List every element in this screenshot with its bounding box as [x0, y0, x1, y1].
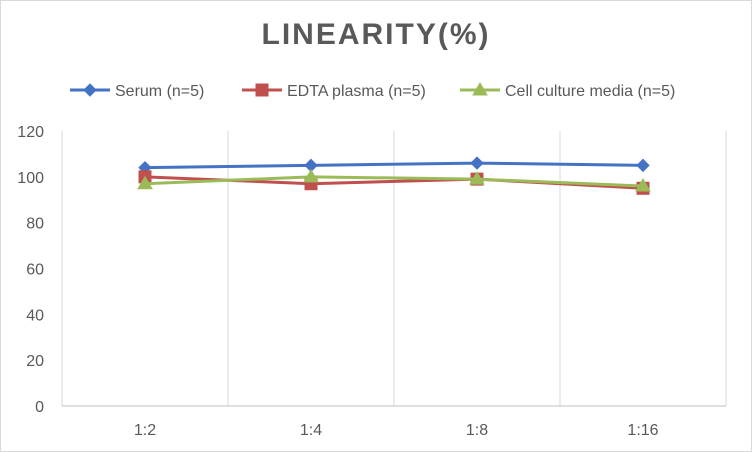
data-point — [137, 175, 153, 190]
y-tick-label: 100 — [17, 170, 44, 187]
data-point — [469, 171, 485, 185]
y-tick-label: 20 — [26, 353, 44, 370]
x-tick-label: 1:8 — [466, 422, 488, 439]
legend-marker — [255, 83, 269, 97]
legend-marker — [472, 82, 488, 96]
x-tick-label: 1:2 — [134, 422, 156, 439]
legend-item: Serum (n=5) — [70, 83, 204, 100]
y-tick-label: 0 — [35, 399, 44, 416]
chart-title: LINEARITY(%) — [261, 18, 491, 51]
series-line — [144, 161, 644, 170]
y-tick-label: 40 — [26, 307, 44, 324]
y-tick-label: 120 — [17, 124, 44, 141]
legend-item: Cell culture media (n=5) — [460, 82, 675, 100]
data-point — [636, 158, 650, 173]
grid — [61, 131, 727, 406]
axes: 0 20 40 60 80 100 120 1:2 1:4 1:8 1:16 — [17, 124, 726, 439]
legend: Serum (n=5) EDTA plasma (n=5) Cell culture… — [70, 82, 675, 100]
series-1 — [138, 156, 650, 175]
legend-label: Cell culture media (n=5) — [505, 83, 675, 100]
x-tick-label: 1:4 — [300, 422, 322, 439]
series-line — [144, 175, 644, 188]
data-point — [470, 156, 484, 170]
legend-marker — [83, 83, 97, 97]
data-point — [635, 178, 651, 192]
data-point — [303, 168, 319, 183]
legend-label: Serum (n=5) — [115, 83, 204, 100]
y-tick-label: 80 — [26, 216, 44, 233]
x-tick-label: 1:16 — [627, 422, 658, 439]
series-3 — [137, 168, 651, 192]
legend-label: EDTA plasma (n=5) — [287, 83, 426, 100]
legend-item: EDTA plasma (n=5) — [242, 83, 426, 100]
y-tick-label: 60 — [26, 262, 44, 279]
series-layer — [137, 156, 651, 195]
